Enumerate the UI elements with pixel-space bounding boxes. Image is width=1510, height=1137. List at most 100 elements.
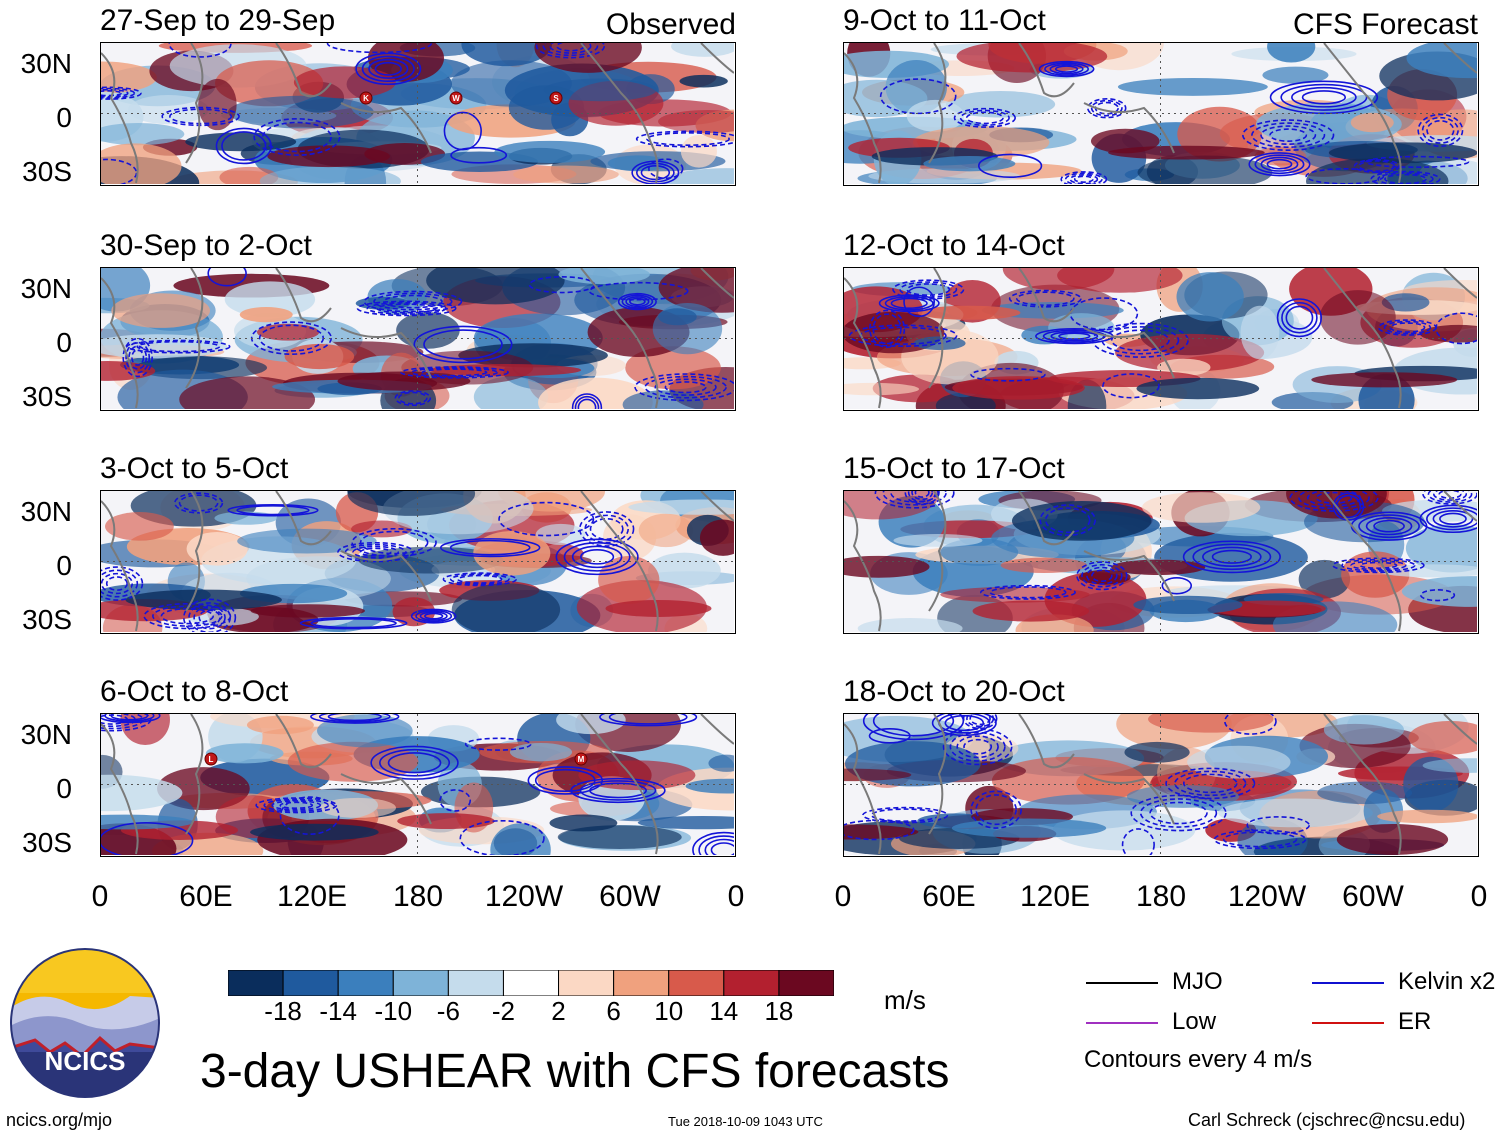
fc-panel-3-field <box>844 491 1477 632</box>
kelvin-contour <box>1370 170 1441 184</box>
coastline <box>1018 43 1075 98</box>
x-tick-right: 120W <box>1227 880 1307 913</box>
obs-panel-1-ytick: 0 <box>56 102 72 133</box>
kelvin-contour <box>101 90 123 97</box>
obs-panel-3-ytick: 30N <box>20 496 72 527</box>
coastline <box>1443 491 1477 522</box>
kelvin-contour <box>449 573 510 586</box>
shading-blob <box>101 123 185 146</box>
shading-blob <box>1142 492 1261 523</box>
storm-marker-S: S <box>549 91 563 105</box>
colorbar <box>227 969 835 1001</box>
kelvin-contour <box>1130 794 1227 832</box>
kelvin-contour <box>1182 540 1281 574</box>
units-label: m/s <box>884 985 926 1015</box>
kelvin-contour <box>227 503 319 517</box>
storm-marker-M: M <box>574 752 588 766</box>
shading-blob <box>1137 155 1273 184</box>
kelvin-contour <box>355 52 422 86</box>
colorbar-swatch <box>613 969 670 997</box>
kelvin-contour <box>363 290 463 313</box>
legend-line-1 <box>1086 982 1158 984</box>
shading-blob <box>1350 112 1394 133</box>
kelvin-contour <box>959 109 1010 127</box>
coastline <box>340 773 432 825</box>
kelvin-contour <box>101 158 138 184</box>
shading-blob <box>215 60 324 107</box>
shading-blob <box>598 555 660 604</box>
kelvin-contour <box>1211 549 1252 564</box>
shading-band <box>951 818 1107 838</box>
kelvin-contour <box>379 748 451 777</box>
shading-blob <box>1254 146 1307 166</box>
kelvin-contour <box>326 43 433 54</box>
shading-blob <box>287 741 419 782</box>
kelvin-contour <box>599 714 698 727</box>
kelvin-contour <box>356 300 457 317</box>
coastline <box>185 491 204 612</box>
kelvin-contour <box>879 78 957 115</box>
kelvin-contour <box>1419 589 1456 602</box>
kelvin-contour <box>136 340 221 353</box>
fc-panel-2 <box>843 267 1479 411</box>
kelvin-contour <box>398 391 428 405</box>
coastline <box>1083 102 1175 154</box>
kelvin-contour <box>646 132 730 146</box>
kelvin-contour <box>579 780 657 801</box>
shading-blob <box>558 268 650 285</box>
kelvin-contour <box>442 572 518 587</box>
kelvin-contour <box>648 158 684 180</box>
shading-blob <box>105 511 174 541</box>
kelvin-contour <box>361 55 415 83</box>
kelvin-contour <box>1038 60 1095 78</box>
shading-blob <box>493 828 538 855</box>
coastline <box>275 714 332 769</box>
obs-panel-4-ytick: 30N <box>20 719 72 750</box>
kelvin-contour <box>182 598 237 632</box>
kelvin-contour <box>654 378 717 396</box>
kelvin-contour <box>101 86 142 100</box>
legend-line-4 <box>1312 1022 1384 1024</box>
shading-blob <box>844 555 930 578</box>
coastline <box>844 277 882 409</box>
kelvin-contour <box>1254 154 1305 175</box>
forecast-label: CFS Forecast <box>1292 8 1478 41</box>
shading-blob <box>239 307 293 323</box>
kelvin-contour <box>1439 512 1467 526</box>
kelvin-contour <box>1305 167 1385 184</box>
kelvin-contour <box>464 737 532 751</box>
kelvin-contour <box>174 492 224 514</box>
shading-blob <box>1187 745 1291 779</box>
coastline <box>1083 550 1175 602</box>
kelvin-contour <box>969 714 991 726</box>
kelvin-contour <box>101 714 129 725</box>
legend-label-4: ER <box>1398 1008 1432 1035</box>
colorbar-tick: 6 <box>606 996 621 1026</box>
kelvin-contour <box>279 796 340 835</box>
shading-blob <box>451 583 561 632</box>
kelvin-contour <box>387 752 442 774</box>
shading-blob <box>111 293 211 328</box>
coastline <box>1018 714 1075 769</box>
obs-panel-3-ytick: 30S <box>22 604 72 635</box>
kelvin-contour <box>906 283 951 296</box>
kelvin-contour <box>862 714 965 741</box>
fc-panel-4-field <box>844 714 1477 855</box>
shading-blob <box>1401 576 1477 607</box>
shading-band <box>397 813 495 830</box>
kelvin-contour <box>904 491 940 505</box>
shading-band <box>101 361 156 381</box>
kelvin-contour <box>1121 828 1155 855</box>
shading-band <box>267 145 390 168</box>
kelvin-contour <box>942 728 1013 766</box>
obs-panel-3-title: 3-Oct to 5-Oct <box>100 452 289 485</box>
kelvin-contour <box>299 616 408 630</box>
footer-left[interactable]: ncics.org/mjo <box>6 1110 113 1130</box>
kelvin-contour <box>625 296 650 308</box>
x-tick-left: 180 <box>392 880 444 913</box>
kelvin-contour <box>1432 509 1474 528</box>
colorbar-tick: -6 <box>436 996 460 1026</box>
coastline <box>844 52 882 184</box>
shading-blob <box>578 760 696 791</box>
